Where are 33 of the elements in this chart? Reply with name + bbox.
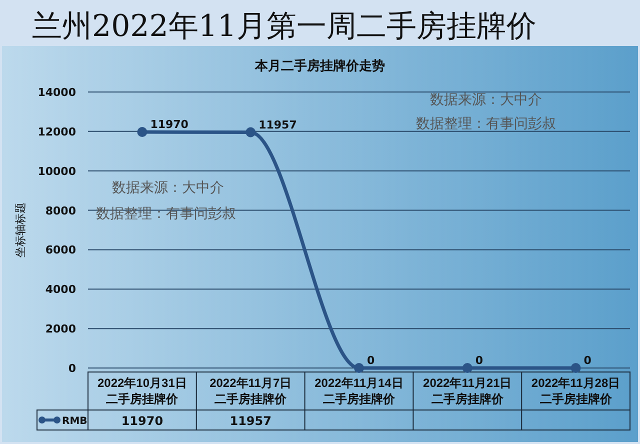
chart-title: 兰州2022年11月第一周二手房挂牌价 bbox=[32, 9, 537, 44]
data-label: 11957 bbox=[258, 118, 297, 132]
x-tick-label: 2022年11月28日二手房挂牌价 bbox=[530, 375, 621, 407]
data-label: 0 bbox=[584, 354, 592, 367]
annotation: 数据整理：有事问彭叔 bbox=[416, 116, 556, 132]
data-label: 11970 bbox=[150, 118, 189, 132]
x-tick-label: 2022年11月14日二手房挂牌价 bbox=[314, 375, 404, 407]
y-tick-label: 4000 bbox=[45, 283, 76, 296]
chart-subtitle: 本月二手房挂牌价走势 bbox=[254, 58, 385, 74]
data-label: 0 bbox=[367, 354, 375, 367]
point bbox=[462, 363, 472, 373]
y-axis-title: 坐标轴标题 bbox=[14, 202, 27, 258]
text: 11957 bbox=[230, 414, 272, 428]
data-label: 0 bbox=[475, 354, 484, 367]
x-tick-label: 2022年10月31日二手房挂牌价 bbox=[97, 375, 188, 407]
legend-label: RMB bbox=[62, 416, 88, 427]
text: 11970 bbox=[121, 414, 164, 428]
annotation: 数据整理：有事问彭叔 bbox=[96, 206, 236, 222]
y-tick-label: 2000 bbox=[45, 322, 76, 336]
y-tick-label: 14000 bbox=[38, 86, 76, 99]
annotation: 数据来源：大中介 bbox=[112, 180, 224, 196]
point bbox=[570, 363, 581, 373]
annotation: 数据来源：大中介 bbox=[430, 92, 542, 108]
x-tick-label: 2022年11月7日二手房挂牌价 bbox=[208, 375, 293, 407]
y-tick-label: 6000 bbox=[45, 244, 76, 257]
y-tick-label: 0 bbox=[68, 362, 76, 375]
point bbox=[137, 127, 148, 138]
y-tick-label: 8000 bbox=[45, 204, 76, 218]
x-tick-label: 2022年11月21日二手房挂牌价 bbox=[422, 375, 512, 407]
y-tick-label: 12000 bbox=[38, 125, 76, 138]
y-tick-label: 10000 bbox=[38, 164, 76, 178]
point bbox=[246, 127, 256, 138]
point bbox=[354, 363, 364, 373]
